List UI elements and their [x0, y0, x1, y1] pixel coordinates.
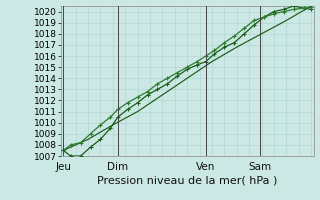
X-axis label: Pression niveau de la mer( hPa ): Pression niveau de la mer( hPa ) [97, 175, 277, 185]
Text: Ven: Ven [196, 162, 215, 172]
Text: Dim: Dim [107, 162, 128, 172]
Text: Jeu: Jeu [55, 162, 71, 172]
Text: Sam: Sam [249, 162, 272, 172]
